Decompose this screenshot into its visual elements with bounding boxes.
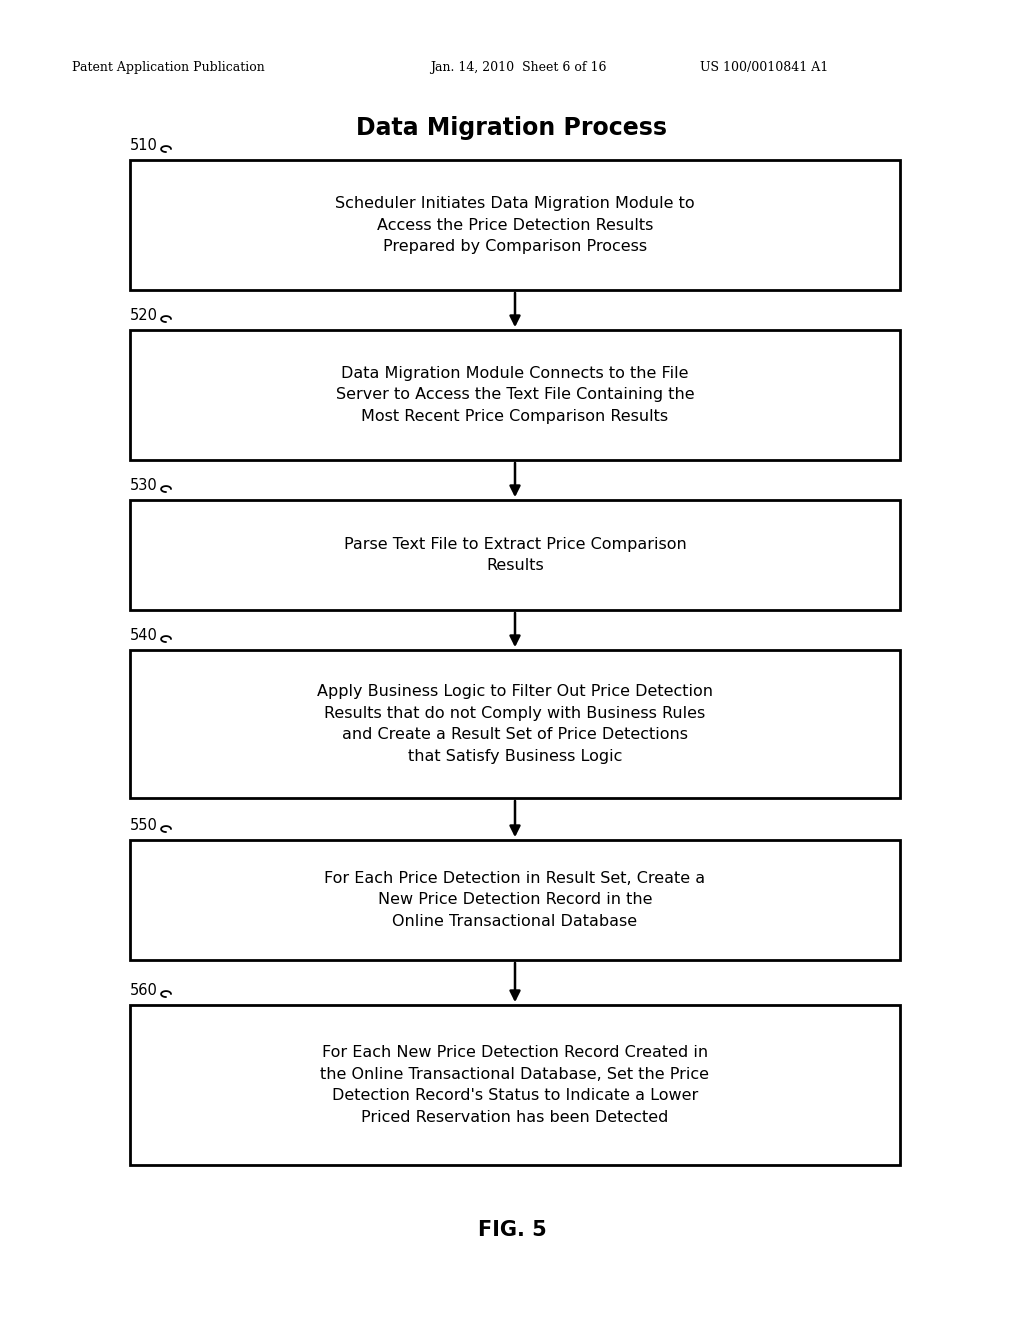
- Text: 560: 560: [130, 983, 158, 998]
- Bar: [130, 649, 900, 799]
- Bar: [130, 330, 900, 459]
- Text: Apply Business Logic to Filter Out Price Detection
Results that do not Comply wi: Apply Business Logic to Filter Out Price…: [317, 684, 713, 764]
- Bar: [130, 500, 900, 610]
- Text: Parse Text File to Extract Price Comparison
Results: Parse Text File to Extract Price Compari…: [344, 537, 686, 573]
- Text: Data Migration Process: Data Migration Process: [356, 116, 668, 140]
- Bar: [130, 840, 900, 960]
- Text: For Each Price Detection in Result Set, Create a
New Price Detection Record in t: For Each Price Detection in Result Set, …: [325, 871, 706, 929]
- Text: For Each New Price Detection Record Created in
the Online Transactional Database: For Each New Price Detection Record Crea…: [321, 1045, 710, 1125]
- Text: Patent Application Publication: Patent Application Publication: [72, 62, 265, 74]
- Text: FIG. 5: FIG. 5: [477, 1220, 547, 1239]
- Text: 520: 520: [130, 308, 158, 323]
- Text: 540: 540: [130, 628, 158, 643]
- Text: 550: 550: [130, 818, 158, 833]
- Text: 530: 530: [130, 478, 158, 492]
- Text: Scheduler Initiates Data Migration Module to
Access the Price Detection Results
: Scheduler Initiates Data Migration Modul…: [335, 195, 695, 253]
- Text: Jan. 14, 2010  Sheet 6 of 16: Jan. 14, 2010 Sheet 6 of 16: [430, 62, 606, 74]
- Bar: [130, 160, 900, 290]
- Text: US 100/0010841 A1: US 100/0010841 A1: [700, 62, 828, 74]
- Bar: [130, 1005, 900, 1166]
- Text: 510: 510: [130, 139, 158, 153]
- Text: Data Migration Module Connects to the File
Server to Access the Text File Contai: Data Migration Module Connects to the Fi…: [336, 366, 694, 424]
